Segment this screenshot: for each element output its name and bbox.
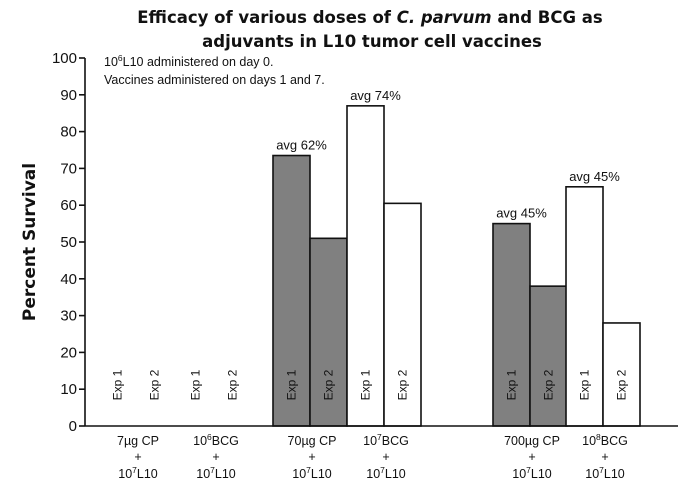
exp-label: Exp 1 (111, 369, 125, 400)
group-label-line3: 107L10 (512, 465, 552, 481)
group-label-line2: + (134, 450, 141, 464)
group-label-line1: 108BCG (582, 432, 628, 448)
avg-label: avg 62% (276, 138, 327, 153)
chart-title-line2: adjuvants in L10 tumor cell vaccines (202, 32, 542, 51)
bar (309, 237, 348, 427)
y-tick-label: 0 (69, 418, 77, 435)
bar (565, 186, 604, 427)
exp-label: Exp 1 (359, 369, 373, 400)
bar (529, 285, 568, 427)
avg-labels: avg 62% avg 74% avg 45% avg 45% (276, 88, 620, 221)
exp-label: Exp 2 (615, 369, 629, 400)
exp-label: Exp 1 (189, 369, 203, 400)
exp-label: Exp 1 (578, 369, 592, 400)
y-tick-label: 20 (60, 344, 77, 361)
group-label-line3: 107L10 (366, 465, 406, 481)
y-axis-label: Percent Survival (20, 163, 40, 321)
note-line2: Vaccines administered on days 1 and 7. (104, 73, 325, 87)
avg-label: avg 74% (350, 88, 401, 103)
y-tick-label: 60 (60, 197, 77, 214)
group-label-line3: 107L10 (292, 465, 332, 481)
bar (492, 222, 531, 427)
group-label-line2: + (308, 450, 315, 464)
y-tick-label: 30 (60, 308, 77, 325)
group-label-line3: 107L10 (118, 465, 158, 481)
chart-title-line1: Efficacy of various doses of C. parvum a… (137, 8, 603, 27)
group-label-line1: 106BCG (193, 432, 239, 448)
bar (272, 154, 311, 427)
avg-label: avg 45% (496, 206, 547, 221)
group-label-line1: 107BCG (363, 432, 409, 448)
avg-label: avg 45% (569, 169, 620, 184)
exp-label: Exp 2 (322, 369, 336, 400)
group-label-line1: 70µg CP (288, 434, 337, 448)
exp-labels: Exp 1 Exp 2 Exp 1 Exp 2 Exp 1 Exp 2 Exp 1 Exp 2… (111, 369, 629, 400)
exp-label: Exp 2 (226, 369, 240, 400)
y-tick-label: 90 (60, 87, 77, 104)
y-tick-label: 40 (60, 271, 77, 288)
exp-label: Exp 1 (285, 369, 299, 400)
group-label-line3: 107L10 (585, 465, 625, 481)
y-ticks: 0 10 20 30 40 50 60 70 80 90 100 (52, 50, 85, 435)
y-tick-label: 10 (60, 381, 77, 398)
group-labels: 7µg CP +107L10 106BCG +107L10 70µg CP +107L10… (117, 432, 628, 481)
group-label-line2: + (601, 450, 608, 464)
group-label-line2: + (212, 450, 219, 464)
exp-label: Exp 2 (542, 369, 556, 400)
group-label-line3: 107L10 (196, 465, 236, 481)
y-tick-label: 80 (60, 124, 77, 141)
y-tick-label: 50 (60, 234, 77, 251)
exp-label: Exp 2 (396, 369, 410, 400)
group-label-line2: + (528, 450, 535, 464)
bars (272, 105, 641, 427)
bar (383, 202, 422, 427)
bar (602, 322, 641, 427)
y-tick-label: 70 (60, 160, 77, 177)
note-line1: 106L10 administered on day 0. (104, 53, 273, 69)
exp-label: Exp 1 (505, 369, 519, 400)
group-label-line1: 700µg CP (504, 434, 560, 448)
group-label-line1: 7µg CP (117, 434, 159, 448)
group-label-line2: + (382, 450, 389, 464)
y-tick-label: 100 (52, 50, 77, 67)
exp-label: Exp 2 (148, 369, 162, 400)
